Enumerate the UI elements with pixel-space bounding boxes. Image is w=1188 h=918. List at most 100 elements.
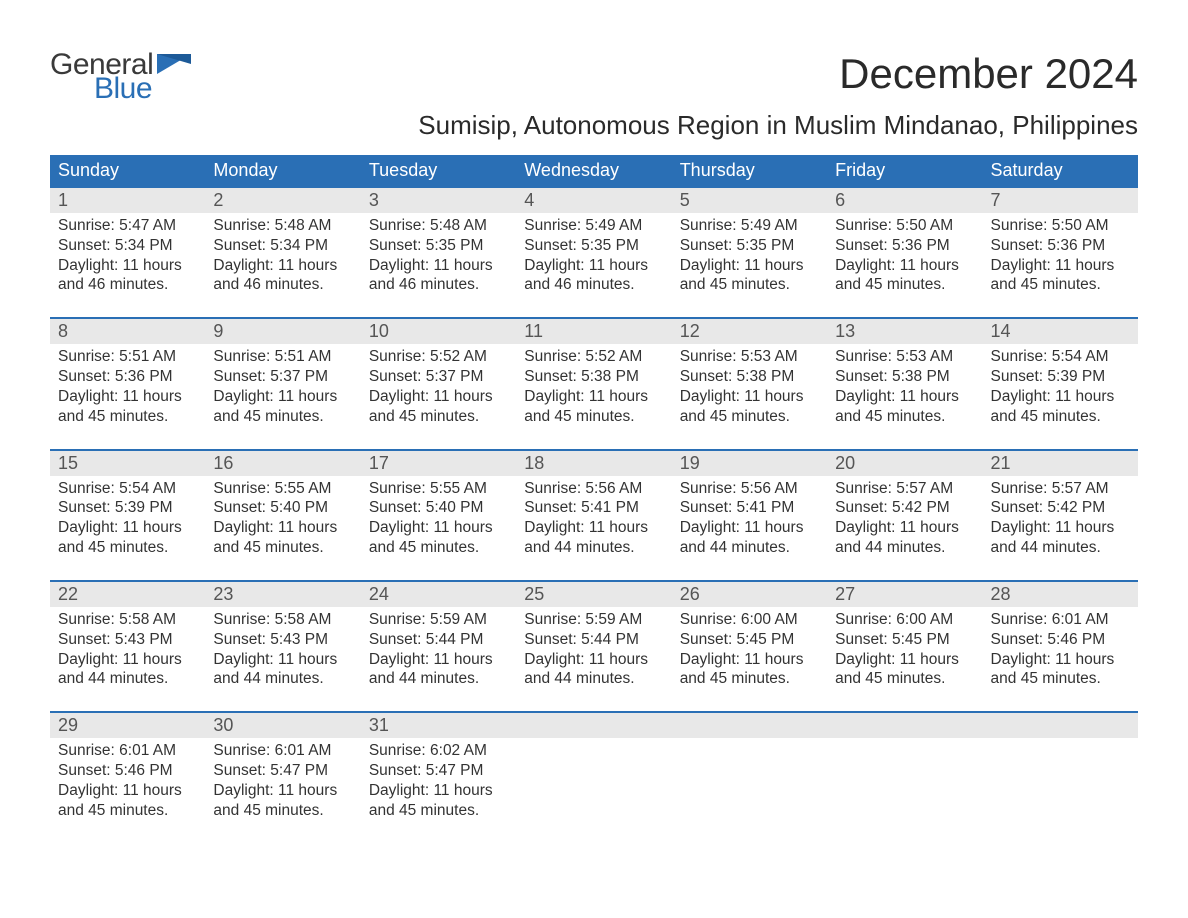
- daynum-strip: 1: [50, 188, 205, 213]
- sunrise-line: Sunrise: 5:55 AM: [213, 479, 352, 499]
- daylight-line: Daylight: 11 hours and 46 minutes.: [58, 256, 197, 296]
- sunset-line: Sunset: 5:42 PM: [835, 498, 974, 518]
- sunset-line: Sunset: 5:41 PM: [680, 498, 819, 518]
- sunset-line: Sunset: 5:37 PM: [213, 367, 352, 387]
- day-number: 17: [361, 451, 516, 476]
- day-number: 21: [983, 451, 1138, 476]
- sunset-line: Sunset: 5:39 PM: [991, 367, 1130, 387]
- day-number: 8: [50, 319, 205, 344]
- daynum-strip: 19: [672, 451, 827, 476]
- sunset-line: Sunset: 5:35 PM: [369, 236, 508, 256]
- sunset-line: Sunset: 5:34 PM: [213, 236, 352, 256]
- day-body: Sunrise: 5:56 AMSunset: 5:41 PMDaylight:…: [672, 476, 827, 558]
- daynum-strip: 9: [205, 319, 360, 344]
- daynum-strip: 14: [983, 319, 1138, 344]
- page-title: December 2024: [839, 50, 1138, 98]
- day-body: Sunrise: 6:01 AMSunset: 5:46 PMDaylight:…: [50, 738, 205, 820]
- sunset-line: Sunset: 5:38 PM: [524, 367, 663, 387]
- day-body: Sunrise: 5:50 AMSunset: 5:36 PMDaylight:…: [827, 213, 982, 295]
- sunrise-line: Sunrise: 5:48 AM: [369, 216, 508, 236]
- sunset-line: Sunset: 5:36 PM: [991, 236, 1130, 256]
- daylight-line: Daylight: 11 hours and 45 minutes.: [991, 650, 1130, 690]
- calendar-day: 22Sunrise: 5:58 AMSunset: 5:43 PMDayligh…: [50, 582, 205, 695]
- header: General Blue December 2024: [50, 50, 1138, 104]
- day-body: Sunrise: 5:59 AMSunset: 5:44 PMDaylight:…: [361, 607, 516, 689]
- day-body: Sunrise: 5:48 AMSunset: 5:35 PMDaylight:…: [361, 213, 516, 295]
- daynum-strip: 18: [516, 451, 671, 476]
- day-body: Sunrise: 5:48 AMSunset: 5:34 PMDaylight:…: [205, 213, 360, 295]
- sunrise-line: Sunrise: 5:56 AM: [680, 479, 819, 499]
- sunset-line: Sunset: 5:36 PM: [835, 236, 974, 256]
- calendar-day: 9Sunrise: 5:51 AMSunset: 5:37 PMDaylight…: [205, 319, 360, 432]
- daylight-line: Daylight: 11 hours and 45 minutes.: [680, 387, 819, 427]
- daynum-strip: 26: [672, 582, 827, 607]
- sunset-line: Sunset: 5:35 PM: [524, 236, 663, 256]
- sunset-line: Sunset: 5:38 PM: [835, 367, 974, 387]
- calendar-day: 29Sunrise: 6:01 AMSunset: 5:46 PMDayligh…: [50, 713, 205, 826]
- weekday-header: Saturday: [983, 155, 1138, 186]
- sunrise-line: Sunrise: 6:00 AM: [835, 610, 974, 630]
- daynum-strip: 22: [50, 582, 205, 607]
- day-body: Sunrise: 5:51 AMSunset: 5:37 PMDaylight:…: [205, 344, 360, 426]
- daynum-strip: 15: [50, 451, 205, 476]
- daynum-strip: 30: [205, 713, 360, 738]
- calendar-day: 13Sunrise: 5:53 AMSunset: 5:38 PMDayligh…: [827, 319, 982, 432]
- calendar-day: 19Sunrise: 5:56 AMSunset: 5:41 PMDayligh…: [672, 451, 827, 564]
- day-number: 22: [50, 582, 205, 607]
- day-body: Sunrise: 5:55 AMSunset: 5:40 PMDaylight:…: [361, 476, 516, 558]
- logo: General Blue: [50, 50, 191, 104]
- day-body: Sunrise: 5:57 AMSunset: 5:42 PMDaylight:…: [827, 476, 982, 558]
- sunset-line: Sunset: 5:43 PM: [213, 630, 352, 650]
- day-number: 20: [827, 451, 982, 476]
- daylight-line: Daylight: 11 hours and 46 minutes.: [524, 256, 663, 296]
- sunrise-line: Sunrise: 5:51 AM: [213, 347, 352, 367]
- daylight-line: Daylight: 11 hours and 45 minutes.: [213, 387, 352, 427]
- calendar-week: 29Sunrise: 6:01 AMSunset: 5:46 PMDayligh…: [50, 711, 1138, 826]
- calendar-day: 17Sunrise: 5:55 AMSunset: 5:40 PMDayligh…: [361, 451, 516, 564]
- sunrise-line: Sunrise: 5:48 AM: [213, 216, 352, 236]
- sunrise-line: Sunrise: 5:47 AM: [58, 216, 197, 236]
- day-number: 16: [205, 451, 360, 476]
- logo-flag-icon: [157, 54, 191, 74]
- day-body: Sunrise: 5:52 AMSunset: 5:37 PMDaylight:…: [361, 344, 516, 426]
- weekday-header: Thursday: [672, 155, 827, 186]
- sunrise-line: Sunrise: 5:50 AM: [991, 216, 1130, 236]
- day-body: Sunrise: 5:54 AMSunset: 5:39 PMDaylight:…: [50, 476, 205, 558]
- daynum-strip: .: [516, 713, 671, 738]
- daylight-line: Daylight: 11 hours and 46 minutes.: [213, 256, 352, 296]
- calendar-day: 6Sunrise: 5:50 AMSunset: 5:36 PMDaylight…: [827, 188, 982, 301]
- daynum-strip: 3: [361, 188, 516, 213]
- day-body: Sunrise: 5:53 AMSunset: 5:38 PMDaylight:…: [672, 344, 827, 426]
- daynum-strip: 11: [516, 319, 671, 344]
- sunset-line: Sunset: 5:37 PM: [369, 367, 508, 387]
- calendar-day: 23Sunrise: 5:58 AMSunset: 5:43 PMDayligh…: [205, 582, 360, 695]
- calendar-day: 20Sunrise: 5:57 AMSunset: 5:42 PMDayligh…: [827, 451, 982, 564]
- sunset-line: Sunset: 5:34 PM: [58, 236, 197, 256]
- daynum-strip: 20: [827, 451, 982, 476]
- sunset-line: Sunset: 5:46 PM: [991, 630, 1130, 650]
- daylight-line: Daylight: 11 hours and 44 minutes.: [213, 650, 352, 690]
- day-number: 29: [50, 713, 205, 738]
- daynum-strip: 29: [50, 713, 205, 738]
- calendar-day: 18Sunrise: 5:56 AMSunset: 5:41 PMDayligh…: [516, 451, 671, 564]
- sunset-line: Sunset: 5:41 PM: [524, 498, 663, 518]
- daylight-line: Daylight: 11 hours and 44 minutes.: [680, 518, 819, 558]
- day-number: 5: [672, 188, 827, 213]
- daynum-strip: 24: [361, 582, 516, 607]
- sunrise-line: Sunrise: 5:49 AM: [524, 216, 663, 236]
- day-number: 24: [361, 582, 516, 607]
- calendar-day: 12Sunrise: 5:53 AMSunset: 5:38 PMDayligh…: [672, 319, 827, 432]
- calendar-day: 25Sunrise: 5:59 AMSunset: 5:44 PMDayligh…: [516, 582, 671, 695]
- sunset-line: Sunset: 5:40 PM: [213, 498, 352, 518]
- sunrise-line: Sunrise: 5:56 AM: [524, 479, 663, 499]
- daylight-line: Daylight: 11 hours and 45 minutes.: [213, 781, 352, 821]
- day-number: 3: [361, 188, 516, 213]
- sunset-line: Sunset: 5:45 PM: [835, 630, 974, 650]
- sunrise-line: Sunrise: 6:02 AM: [369, 741, 508, 761]
- daylight-line: Daylight: 11 hours and 45 minutes.: [524, 387, 663, 427]
- day-number: 11: [516, 319, 671, 344]
- day-body: Sunrise: 5:57 AMSunset: 5:42 PMDaylight:…: [983, 476, 1138, 558]
- calendar-day: 3Sunrise: 5:48 AMSunset: 5:35 PMDaylight…: [361, 188, 516, 301]
- sunset-line: Sunset: 5:46 PM: [58, 761, 197, 781]
- sunrise-line: Sunrise: 5:55 AM: [369, 479, 508, 499]
